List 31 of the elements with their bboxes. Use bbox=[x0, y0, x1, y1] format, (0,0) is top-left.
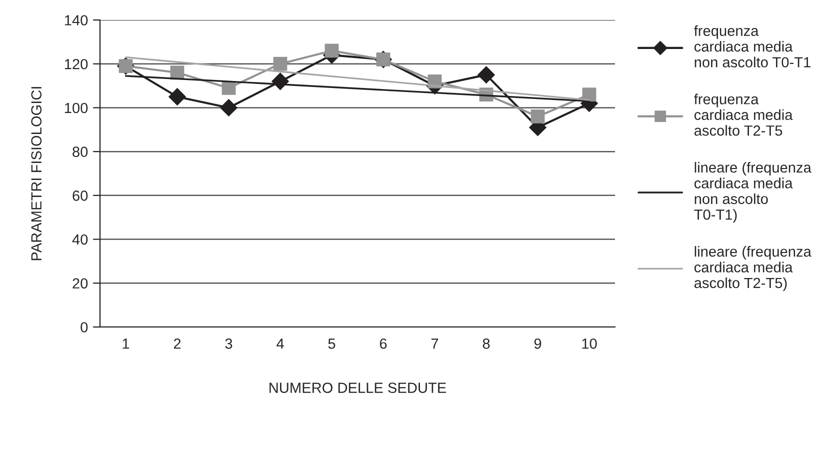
x-tick-label: 4 bbox=[276, 338, 284, 349]
legend-label: lineare (frequenza cardiaca media non ascolto T0-T1) bbox=[694, 162, 812, 223]
point bbox=[222, 81, 236, 95]
point bbox=[530, 110, 545, 124]
point bbox=[168, 88, 186, 106]
x-tick-label: 3 bbox=[225, 338, 232, 349]
y-tick-label: 100 bbox=[64, 102, 88, 114]
legend-label: lineare (frequenza cardiaca media ascolto T2-T5) bbox=[694, 246, 812, 292]
y-tick-label: 20 bbox=[72, 278, 88, 289]
x-tick-label: 2 bbox=[174, 338, 181, 349]
point bbox=[220, 99, 238, 116]
y-tick-label: 120 bbox=[64, 58, 88, 70]
x-tick-label: 9 bbox=[534, 338, 542, 349]
x-tick-label: 6 bbox=[380, 338, 387, 349]
y-tick-label: 60 bbox=[72, 190, 88, 201]
y-tick-label: 140 bbox=[64, 15, 88, 26]
x-tick-label: 8 bbox=[482, 338, 490, 349]
point bbox=[478, 66, 495, 84]
x-tick-label: 1 bbox=[122, 338, 130, 349]
legend-label: frequenza cardiaca media non ascolto T0-T1 bbox=[694, 25, 810, 68]
y-tick-label: 0 bbox=[80, 322, 88, 332]
x-tick-label: 10 bbox=[582, 338, 597, 349]
y-axis-title: PARAMETRI FISIOLOGICI bbox=[31, 87, 42, 260]
y-tick-label: 80 bbox=[72, 146, 88, 157]
point bbox=[324, 44, 339, 58]
x-tick-label: 7 bbox=[431, 338, 438, 349]
legend-label: frequenza cardiaca media ascolto T2-T5 bbox=[694, 94, 793, 136]
x-tick-label: 5 bbox=[328, 338, 336, 349]
y-tick-label: 40 bbox=[72, 234, 88, 245]
point bbox=[273, 56, 288, 71]
x-axis-title: NUMERO DELLE SEDUTE bbox=[270, 382, 446, 393]
